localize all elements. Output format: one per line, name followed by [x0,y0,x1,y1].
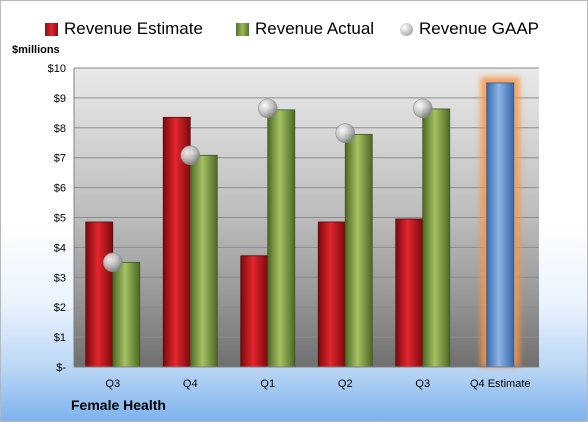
marker-revenue-gaap [102,252,123,273]
bar-revenue-actual [422,108,451,368]
y-tick-label: $5 [54,213,66,225]
y-tick-label: $7 [54,153,66,165]
legend-swatch-actual [236,22,249,36]
x-tick-label: Q3 [105,378,120,390]
chart-legend: Revenue Estimate Revenue Actual Revenue … [0,16,588,42]
y-tick-label: $- [56,362,66,374]
marker-revenue-gaap [257,98,278,119]
x-tick-label: Q3 [415,378,430,390]
marker-revenue-gaap [180,145,201,166]
bar-revenue-estimate [317,221,346,368]
y-tick-label: $2 [54,302,66,314]
marker-revenue-gaap [412,98,433,119]
bar-revenue-estimate [395,218,424,368]
legend-label-estimate: Revenue Estimate [64,19,203,38]
legend-label-actual: Revenue Actual [255,19,375,38]
bar-revenue-estimate-forecast [486,82,515,368]
y-tick-label: $10 [48,63,66,75]
y-tick-label: $8 [54,123,66,135]
x-tick-label: Q1 [260,378,275,390]
legend-item-revenue-gaap: Revenue GAAP [400,16,539,42]
x-tick-label: Q4 Estimate [470,378,531,390]
y-tick-label: $6 [54,183,66,195]
legend-marker-gaap [400,22,413,36]
y-axis-unit-label: $millions [12,44,60,56]
bar-revenue-estimate [85,221,114,368]
y-tick-label: $1 [54,332,66,344]
company-name: Female Health [71,397,166,413]
legend-label-gaap: Revenue GAAP [419,19,540,38]
marker-revenue-gaap [335,123,356,143]
y-tick-label: $9 [54,93,66,105]
legend-item-revenue-estimate: Revenue Estimate [45,16,203,42]
bar-revenue-actual [112,261,141,368]
bar-revenue-actual [267,109,296,368]
bar-revenue-actual [189,154,218,368]
x-tick-label: Q2 [338,378,353,390]
x-tick-label: Q4 [183,378,198,390]
legend-item-revenue-actual: Revenue Actual [236,16,374,42]
y-tick-label: $3 [54,272,66,284]
bar-revenue-actual [344,133,373,368]
bar-revenue-estimate [240,255,269,368]
legend-swatch-estimate [45,22,58,36]
y-tick-label: $4 [54,242,66,254]
